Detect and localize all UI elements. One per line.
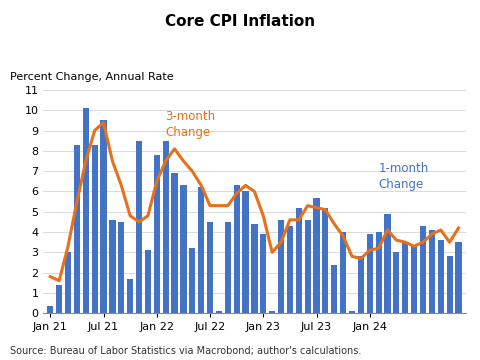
Bar: [154, 155, 160, 313]
Bar: [411, 246, 417, 313]
Bar: [429, 230, 435, 313]
Bar: [163, 141, 169, 313]
Bar: [118, 222, 124, 313]
Bar: [92, 145, 98, 313]
Text: 3-month
Change: 3-month Change: [166, 110, 216, 139]
Bar: [331, 265, 337, 313]
Bar: [74, 145, 80, 313]
Bar: [207, 222, 213, 313]
Bar: [269, 311, 275, 313]
Bar: [384, 214, 391, 313]
Bar: [304, 220, 311, 313]
Text: 1-month
Change: 1-month Change: [379, 162, 429, 192]
Text: Core CPI Inflation: Core CPI Inflation: [165, 14, 315, 30]
Bar: [296, 208, 302, 313]
Bar: [225, 222, 231, 313]
Bar: [234, 185, 240, 313]
Bar: [100, 121, 107, 313]
Bar: [358, 256, 364, 313]
Bar: [47, 306, 53, 313]
Bar: [216, 311, 222, 313]
Bar: [136, 141, 142, 313]
Bar: [65, 252, 71, 313]
Bar: [313, 198, 320, 313]
Bar: [420, 226, 426, 313]
Bar: [242, 192, 249, 313]
Bar: [198, 188, 204, 313]
Bar: [260, 234, 266, 313]
Bar: [375, 232, 382, 313]
Bar: [56, 285, 62, 313]
Bar: [322, 208, 328, 313]
Bar: [402, 242, 408, 313]
Bar: [252, 224, 257, 313]
Text: Percent Change, Annual Rate: Percent Change, Annual Rate: [10, 72, 173, 82]
Bar: [438, 240, 444, 313]
Bar: [367, 234, 373, 313]
Bar: [83, 108, 89, 313]
Bar: [446, 256, 453, 313]
Bar: [340, 232, 346, 313]
Bar: [393, 252, 399, 313]
Bar: [127, 279, 133, 313]
Bar: [456, 242, 462, 313]
Bar: [145, 250, 151, 313]
Bar: [278, 220, 284, 313]
Bar: [287, 226, 293, 313]
Bar: [189, 248, 195, 313]
Bar: [109, 220, 116, 313]
Text: Source: Bureau of Labor Statistics via Macrobond; author's calculations.: Source: Bureau of Labor Statistics via M…: [10, 346, 361, 356]
Bar: [349, 311, 355, 313]
Bar: [171, 173, 178, 313]
Bar: [180, 185, 187, 313]
